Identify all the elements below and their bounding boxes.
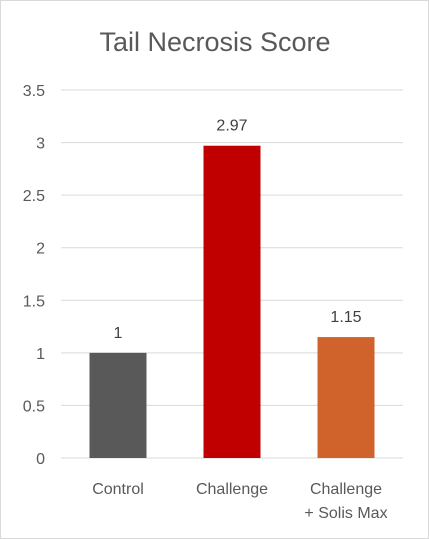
y-tick-label: 1.5: [23, 293, 45, 310]
data-labels: 1 2.97 1.15: [114, 118, 362, 342]
y-tick-label: 3.5: [23, 83, 45, 100]
data-label: 1.15: [330, 309, 361, 326]
data-label: 1: [114, 325, 123, 342]
y-axis-ticks: 0 0.5 1 1.5 2 2.5 3 3.5: [23, 83, 45, 468]
y-tick-label: 0.5: [23, 398, 45, 415]
bar: [317, 337, 375, 458]
category-label: Challenge: [310, 481, 382, 498]
y-tick-label: 2: [36, 241, 45, 258]
bar: [89, 352, 147, 458]
bar: [203, 145, 261, 458]
bars: [89, 145, 375, 458]
y-tick-label: 3: [36, 136, 45, 153]
chart-title: Tail Necrosis Score: [99, 27, 330, 57]
data-label: 2.97: [216, 118, 247, 135]
category-label: + Solis Max: [304, 505, 387, 522]
y-tick-label: 1: [36, 346, 45, 363]
x-axis-categories: Control Challenge Challenge + Solis Max: [92, 481, 387, 522]
y-tick-label: 2.5: [23, 188, 45, 205]
category-label: Challenge: [196, 481, 268, 498]
y-tick-label: 0: [36, 451, 45, 468]
category-label: Control: [92, 481, 144, 498]
